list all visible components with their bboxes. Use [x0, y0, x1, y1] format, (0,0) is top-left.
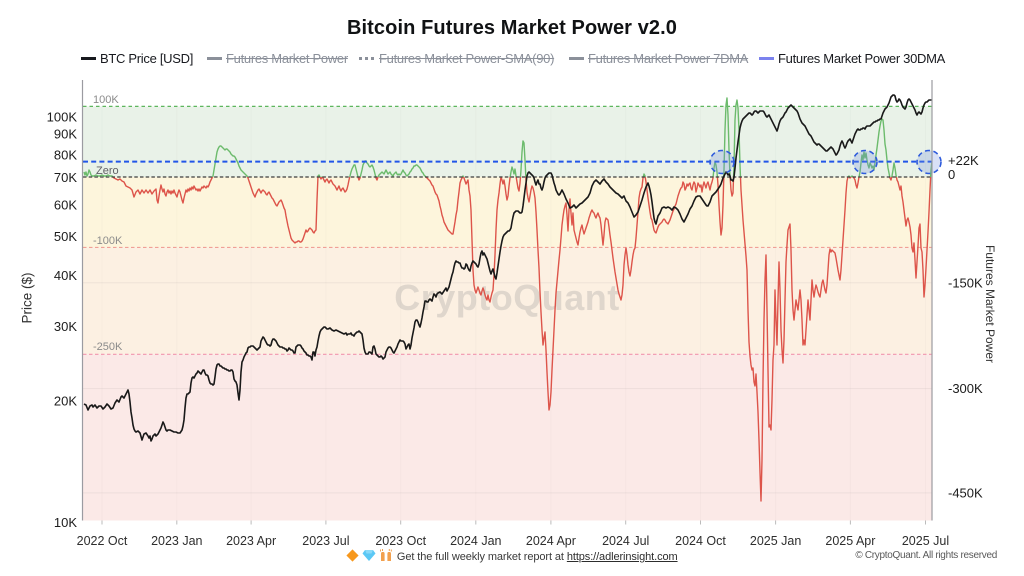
svg-text:-100K: -100K [93, 235, 123, 247]
svg-text:2023 Oct: 2023 Oct [375, 534, 426, 548]
svg-text:2024 Oct: 2024 Oct [675, 534, 726, 548]
svg-text:40K: 40K [54, 268, 77, 283]
svg-text:0: 0 [948, 167, 955, 182]
svg-text:2025 Jan: 2025 Jan [750, 534, 801, 548]
svg-text:2022 Oct: 2022 Oct [77, 534, 128, 548]
svg-text:2024 Apr: 2024 Apr [526, 534, 576, 548]
svg-text:Price ($): Price ($) [20, 272, 35, 323]
svg-text:90K: 90K [54, 127, 77, 142]
svg-text:20K: 20K [54, 394, 77, 409]
svg-text:-450K: -450K [948, 485, 983, 500]
svg-text:2024 Jul: 2024 Jul [602, 534, 649, 548]
svg-text:CryptoQuant: CryptoQuant [394, 277, 620, 318]
svg-text:Futures Market Power: Futures Market Power [983, 245, 997, 363]
svg-text:-150K: -150K [948, 275, 983, 290]
svg-text:2023 Jan: 2023 Jan [151, 534, 202, 548]
svg-text:2025 Jul: 2025 Jul [902, 534, 949, 548]
svg-text:2023 Apr: 2023 Apr [226, 534, 276, 548]
svg-text:-300K: -300K [948, 381, 983, 396]
svg-text:100K: 100K [47, 110, 78, 125]
svg-text:30K: 30K [54, 319, 77, 334]
svg-text:2023 Jul: 2023 Jul [302, 534, 349, 548]
svg-text:10K: 10K [54, 515, 77, 530]
svg-text:70K: 70K [54, 170, 77, 185]
svg-text:Zero: Zero [96, 165, 119, 177]
svg-text:-250K: -250K [93, 341, 123, 353]
svg-text:2024 Jan: 2024 Jan [450, 534, 501, 548]
svg-text:100K: 100K [93, 94, 119, 106]
svg-text:80K: 80K [54, 148, 77, 163]
svg-text:2025 Apr: 2025 Apr [825, 534, 875, 548]
svg-text:60K: 60K [54, 198, 77, 213]
svg-text:+22K: +22K [948, 153, 979, 168]
svg-text:50K: 50K [54, 229, 77, 244]
